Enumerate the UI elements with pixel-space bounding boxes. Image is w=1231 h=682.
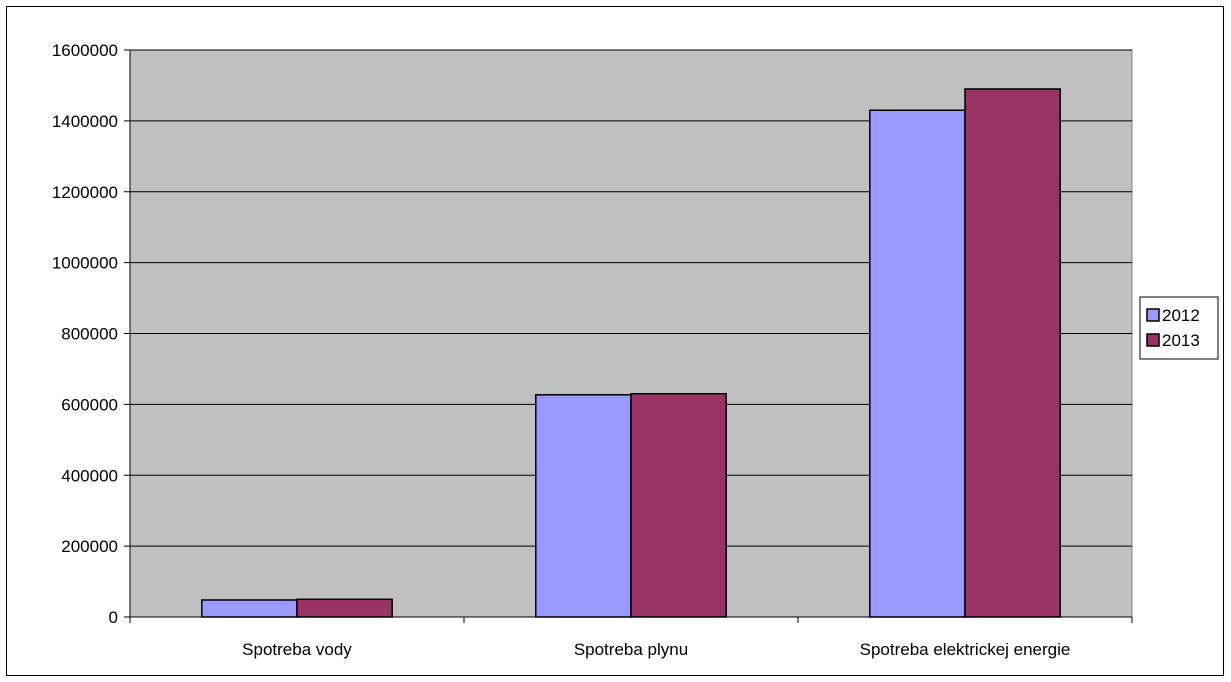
y-tick-label: 1000000 <box>52 254 118 273</box>
bar-2012-2 <box>869 109 966 618</box>
bar-2013-2 <box>964 88 1061 618</box>
legend-swatch <box>1146 308 1160 322</box>
y-tick-label: 800000 <box>61 325 118 344</box>
y-tick-label: 400000 <box>61 466 118 485</box>
axes <box>124 49 1133 623</box>
legend-label: 2013 <box>1162 331 1200 350</box>
y-tick-label: 1400000 <box>52 112 118 131</box>
y-tick-labels: 0 200000 400000 600000 800000 1000000 1200000 1… <box>52 41 118 627</box>
bar-2013-1 <box>630 392 727 618</box>
y-tick-label: 600000 <box>61 395 118 414</box>
bar-2012-1 <box>535 394 632 618</box>
legend-label: 2012 <box>1162 306 1200 325</box>
y-tick-label: 1600000 <box>52 41 118 60</box>
y-tick-label: 0 <box>109 608 118 627</box>
legend-box <box>1139 296 1219 360</box>
legend-swatch <box>1146 333 1160 347</box>
y-tick-label: 1200000 <box>52 183 118 202</box>
legend: 2012 2013 <box>1139 296 1219 360</box>
x-tick-labels: Spotreba vody Spotreba plynu Spotreba elek… <box>242 640 1070 659</box>
x-tick-label: Spotreba plynu <box>574 640 688 659</box>
bar-2013-0 <box>296 598 393 618</box>
bars <box>201 88 1061 618</box>
bar-2012-0 <box>201 599 298 618</box>
x-tick-label: Spotreba elektrickej energie <box>860 640 1071 659</box>
x-tick-label: Spotreba vody <box>242 640 352 659</box>
y-tick-label: 200000 <box>61 537 118 556</box>
